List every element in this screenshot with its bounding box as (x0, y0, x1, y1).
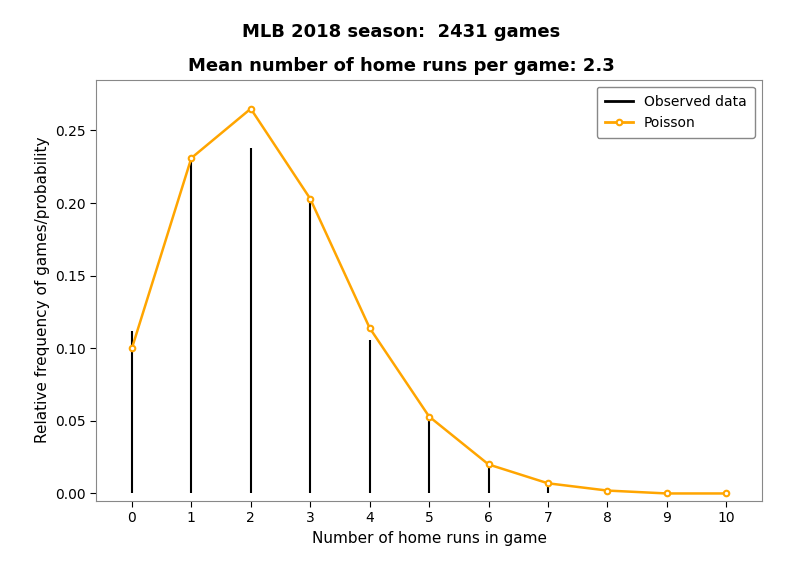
Text: MLB 2018 season:  2431 games: MLB 2018 season: 2431 games (242, 23, 560, 41)
Y-axis label: Relative frequency of games/probability: Relative frequency of games/probability (34, 137, 50, 443)
X-axis label: Number of home runs in game: Number of home runs in game (311, 531, 547, 546)
Legend: Observed data, Poisson: Observed data, Poisson (597, 86, 755, 138)
Text: Mean number of home runs per game: 2.3: Mean number of home runs per game: 2.3 (188, 57, 614, 75)
